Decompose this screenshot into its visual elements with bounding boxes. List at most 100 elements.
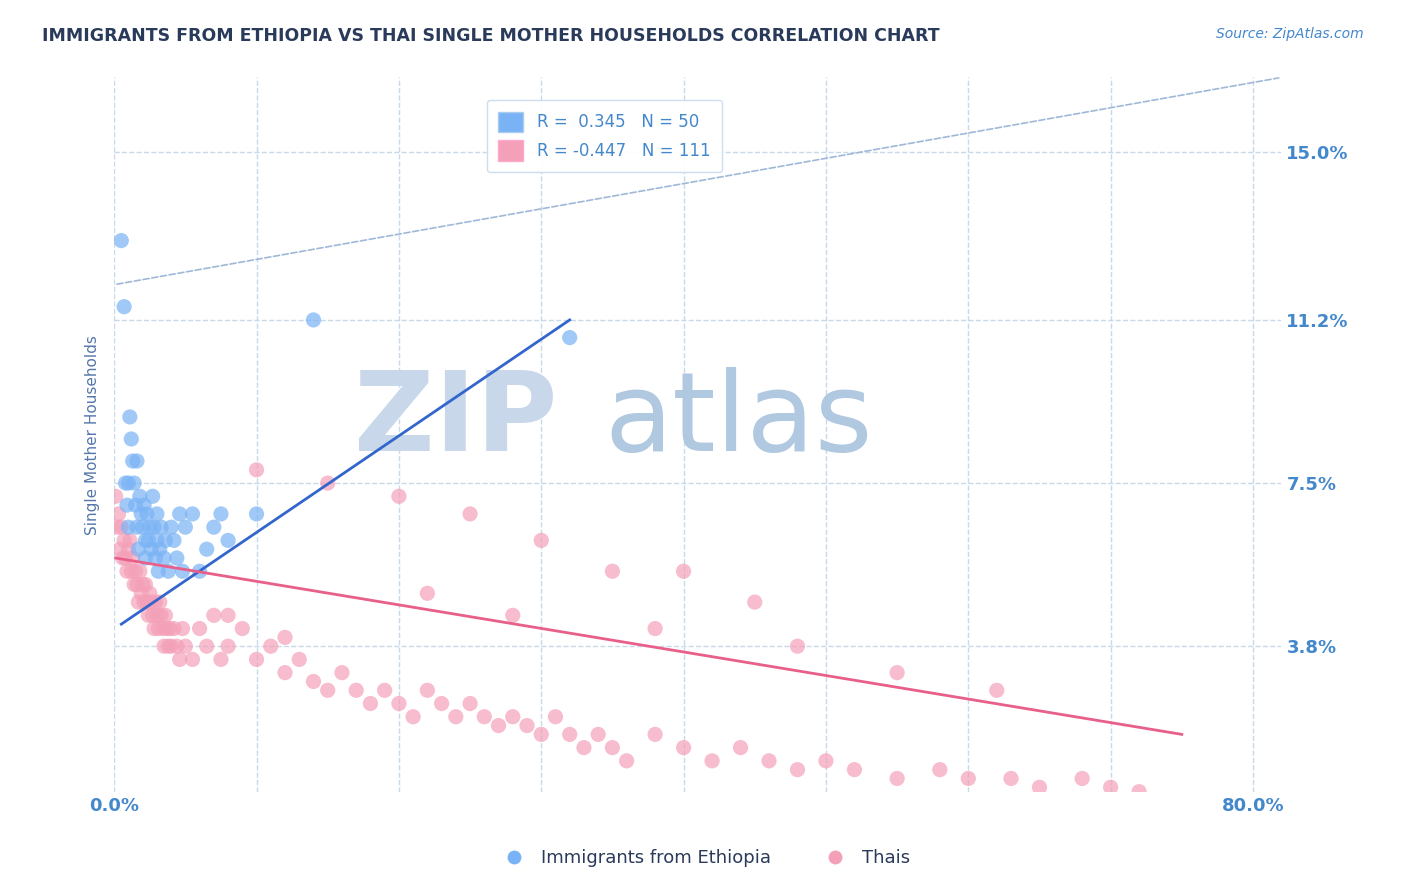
Point [142,489,165,503]
Point [217,639,239,653]
Point [155,608,177,623]
Point [150,608,173,623]
Point [141,542,163,557]
Point [107,507,129,521]
Point [125,577,148,591]
Point [730,740,752,755]
Point [142,608,165,623]
Point [127,595,149,609]
Point [134,551,156,566]
Point [110,520,132,534]
Point [120,564,142,578]
Point [145,551,167,566]
Point [104,489,127,503]
Point [143,622,166,636]
Point [169,652,191,666]
Point [430,697,453,711]
Point [129,586,152,600]
Point [202,608,225,623]
Point [150,520,173,534]
Point [274,631,297,645]
Point [444,710,467,724]
Point [129,507,152,521]
Point [217,533,239,548]
Point [121,454,143,468]
Point [149,542,172,557]
Point [136,507,159,521]
Point [157,564,180,578]
Point [181,507,204,521]
Point [330,665,353,680]
Point [814,754,837,768]
Text: Source: ZipAtlas.com: Source: ZipAtlas.com [1216,27,1364,41]
Point [274,665,297,680]
Point [558,727,581,741]
Point [155,533,177,548]
Text: IMMIGRANTS FROM ETHIOPIA VS THAI SINGLE MOTHER HOUSEHOLDS CORRELATION CHART: IMMIGRANTS FROM ETHIOPIA VS THAI SINGLE … [42,27,939,45]
Point [245,652,267,666]
Point [146,507,169,521]
Point [148,564,170,578]
Point [181,652,204,666]
Point [120,432,142,446]
Point [166,551,188,566]
Point [1028,780,1050,795]
Point [217,608,239,623]
Point [105,520,128,534]
Point [700,754,723,768]
Point [128,564,150,578]
Point [388,697,411,711]
Point [374,683,396,698]
Point [124,564,146,578]
Point [136,595,159,609]
Point [231,622,253,636]
Point [118,409,141,424]
Point [125,520,148,534]
Text: ZIP: ZIP [354,367,558,474]
Point [209,507,232,521]
Point [209,652,232,666]
Point [416,586,439,600]
Point [602,564,624,578]
Point [122,577,145,591]
Point [108,542,131,557]
Point [644,727,666,741]
Point [616,754,638,768]
Point [132,498,155,512]
Point [245,507,267,521]
Point [124,498,146,512]
Point [359,697,381,711]
Point [928,763,950,777]
Point [672,564,695,578]
Legend: Immigrants from Ethiopia, Thais: Immigrants from Ethiopia, Thais [489,842,917,874]
Point [586,727,609,741]
Point [202,520,225,534]
Point [530,533,553,548]
Point [188,622,211,636]
Point [488,718,510,732]
Point [110,234,132,248]
Point [260,639,283,653]
Point [744,595,766,609]
Point [245,463,267,477]
Point [145,595,167,609]
Point [402,710,425,724]
Point [174,520,197,534]
Point [166,639,188,653]
Point [139,586,162,600]
Point [302,313,325,327]
Point [986,683,1008,698]
Point [141,595,163,609]
Y-axis label: Single Mother Households: Single Mother Households [86,334,100,534]
Point [138,608,160,623]
Point [602,740,624,755]
Point [172,564,194,578]
Point [344,683,367,698]
Point [131,577,153,591]
Point [172,622,194,636]
Point [1071,772,1094,786]
Point [117,542,139,557]
Point [114,551,136,566]
Point [125,454,148,468]
Point [502,608,524,623]
